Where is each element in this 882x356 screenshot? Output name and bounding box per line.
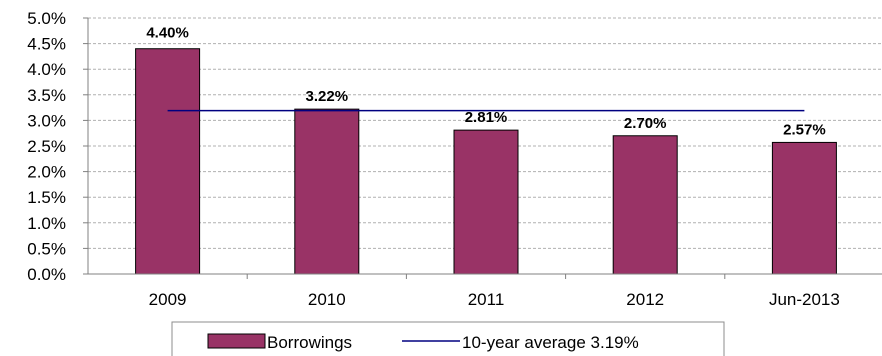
data-label: 3.22% <box>306 88 349 105</box>
bar <box>453 129 519 275</box>
bars <box>135 48 837 275</box>
legend: Borrowings 10-year average 3.19% <box>171 321 725 356</box>
x-tick-label: 2010 <box>308 290 346 309</box>
y-tick-label: 1.0% <box>27 214 66 233</box>
y-tick-label: 4.5% <box>27 35 66 54</box>
x-tick-label: 2011 <box>468 290 505 309</box>
y-tick-label: 2.5% <box>27 137 66 156</box>
bar <box>771 141 837 275</box>
data-labels: 4.40% 3.22% 2.81% 2.70% 2.57% <box>146 25 825 139</box>
x-tick-label: 2012 <box>626 290 664 309</box>
x-axis-ticks: 2009 2010 2011 2012 Jun-2013 <box>149 274 840 309</box>
data-label: 2.81% <box>465 109 508 126</box>
bar <box>294 108 360 275</box>
y-tick-label: 2.0% <box>27 163 66 182</box>
legend-swatch-bar <box>207 333 266 349</box>
data-label: 2.57% <box>783 121 826 138</box>
data-label: 4.40% <box>146 25 189 42</box>
legend-label-borrowings: Borrowings <box>267 333 352 352</box>
y-tick-label: 3.0% <box>27 111 66 130</box>
y-tick-label: 0.0% <box>27 265 66 284</box>
y-axis-ticks: 0.0% 0.5% 1.0% 1.5% 2.0% 2.5% 3.0% 3.5% 4.0% 4.5%… <box>27 9 88 284</box>
x-tick-label: 2009 <box>149 290 187 309</box>
bar <box>135 48 201 275</box>
axes <box>87 18 882 275</box>
y-tick-label: 1.5% <box>27 188 66 207</box>
data-label: 2.70% <box>624 115 667 132</box>
x-tick-label: Jun-2013 <box>769 290 840 309</box>
legend-label-average: 10-year average 3.19% <box>462 333 639 352</box>
y-tick-label: 3.5% <box>27 86 66 105</box>
y-tick-label: 4.0% <box>27 60 66 79</box>
bar <box>612 135 678 275</box>
y-tick-label: 5.0% <box>27 9 66 28</box>
y-tick-label: 0.5% <box>27 239 66 258</box>
